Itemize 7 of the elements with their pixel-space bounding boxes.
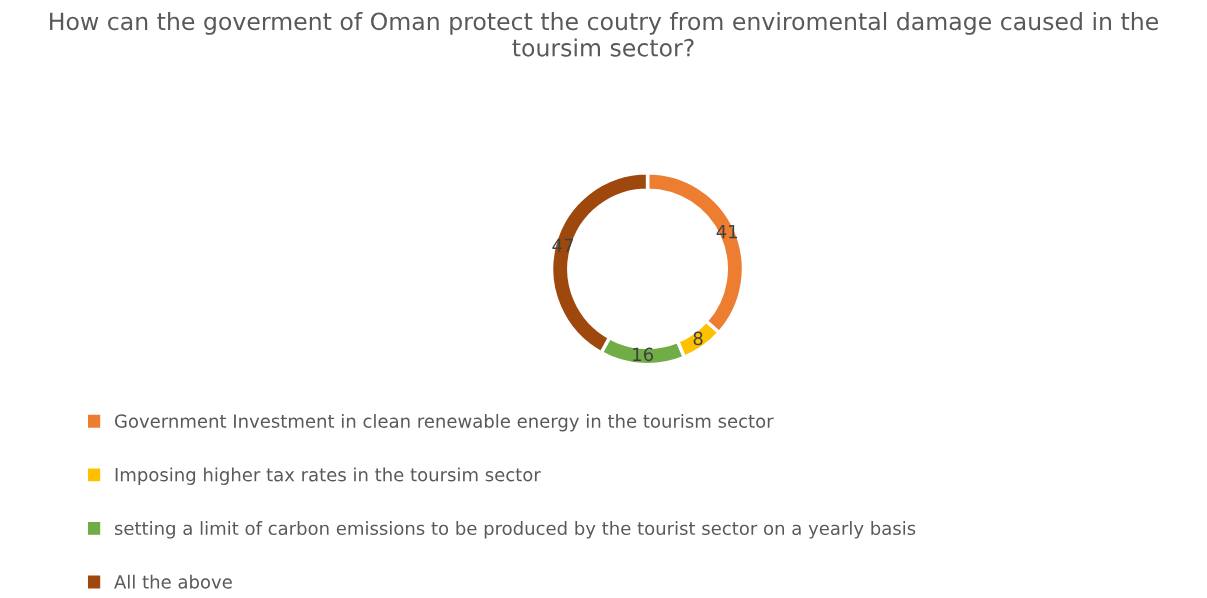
legend-label: Government Investment in clean renewable energy in the tourism sector [114,413,774,432]
data-label: 8 [693,331,703,346]
legend-label: setting a limit of carbon emissions to be produced by the tourist sector on a yearly basis [114,521,916,539]
legend-label: Imposing higher tax rates in the toursim sector [115,467,541,485]
data-label: 16 [633,347,654,362]
chart-title: How can the goverment of Oman protect the coutry from enviromental damage caused in the toursim sector? [50,11,1158,57]
legend-label: All the above [114,574,232,589]
